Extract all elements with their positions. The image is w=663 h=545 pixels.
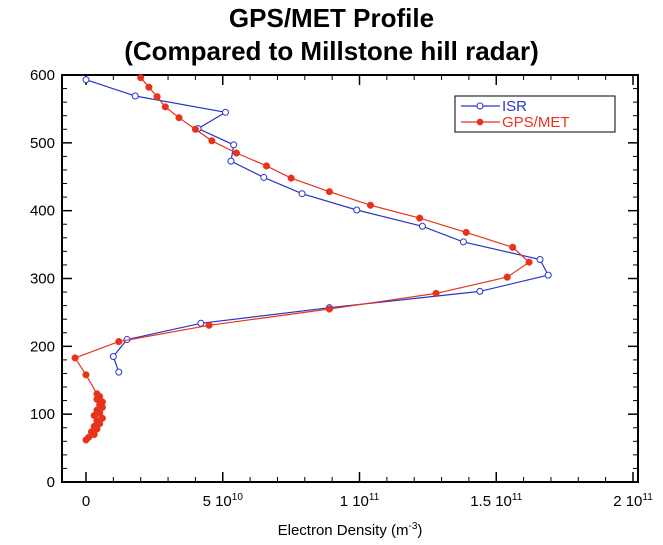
y-tick-label: 600 bbox=[30, 67, 55, 84]
data-point-gps-met bbox=[175, 114, 183, 122]
data-point-gps-met bbox=[262, 162, 271, 170]
data-point-isr bbox=[353, 206, 361, 214]
legend-label-isr: ISR bbox=[502, 98, 527, 115]
data-point-gps-met bbox=[205, 321, 213, 329]
data-point-isr bbox=[221, 108, 229, 116]
data-point-gps-met bbox=[325, 188, 333, 196]
data-point-gps-met bbox=[287, 174, 295, 182]
data-point-isr bbox=[109, 353, 117, 361]
plot-frame bbox=[61, 74, 639, 483]
legend-marker-isr bbox=[476, 102, 484, 110]
data-point-isr bbox=[298, 190, 306, 198]
data-point-gps-met bbox=[153, 93, 161, 101]
data-point-isr bbox=[260, 173, 268, 181]
chart-title: GPS/MET Profile (Compared to Millstone h… bbox=[0, 2, 663, 68]
y-tick-label: 400 bbox=[30, 203, 55, 220]
data-point-isr bbox=[536, 256, 544, 264]
data-point-isr bbox=[131, 92, 139, 100]
data-point-isr bbox=[197, 319, 205, 327]
data-point-gps-met bbox=[432, 289, 440, 297]
data-point-isr bbox=[115, 368, 123, 376]
data-point-gps-met bbox=[93, 390, 101, 398]
x-axis-label: Electron Density (m-3) bbox=[278, 521, 423, 539]
legend-label-gps-met: GPS/MET bbox=[502, 114, 570, 131]
data-point-isr bbox=[227, 157, 235, 165]
data-point-gps-met bbox=[525, 258, 533, 266]
data-point-gps-met bbox=[145, 83, 153, 91]
x-tick-label: 0 bbox=[82, 493, 90, 510]
data-point-isr bbox=[459, 238, 467, 246]
x-tick-label: 2 1011 bbox=[613, 492, 653, 510]
data-point-gps-met bbox=[232, 149, 240, 157]
data-point-gps-met bbox=[503, 273, 511, 281]
data-point-gps-met bbox=[191, 125, 199, 133]
y-tick-label: 100 bbox=[30, 406, 55, 423]
y-tick-label: 300 bbox=[30, 271, 55, 288]
y-tick-label: 200 bbox=[30, 338, 55, 355]
data-point-isr bbox=[230, 141, 238, 149]
x-tick-label: 5 1010 bbox=[203, 492, 244, 510]
data-point-isr bbox=[82, 76, 90, 84]
data-point-gps-met bbox=[71, 354, 79, 362]
data-point-gps-met bbox=[137, 74, 145, 82]
data-point-gps-met bbox=[366, 201, 374, 209]
data-point-isr bbox=[476, 287, 484, 295]
chart-title-line-1: GPS/MET Profile bbox=[228, 3, 435, 33]
x-tick-label: 1 1011 bbox=[340, 492, 380, 510]
data-point-gps-met bbox=[82, 371, 90, 379]
legend-marker-gps-met bbox=[476, 118, 484, 126]
data-point-gps-met bbox=[416, 214, 424, 222]
data-point-gps-met bbox=[509, 243, 517, 251]
data-point-gps-met bbox=[208, 137, 216, 145]
data-point-gps-met bbox=[115, 338, 123, 346]
legend-box bbox=[454, 95, 616, 133]
data-point-isr bbox=[544, 271, 552, 279]
y-tick-label: 500 bbox=[30, 135, 55, 152]
x-tick-label: 1.5 1011 bbox=[470, 492, 523, 510]
data-point-isr bbox=[418, 222, 426, 230]
data-point-gps-met bbox=[325, 305, 333, 313]
y-tick-label: 0 bbox=[47, 474, 55, 491]
data-point-gps-met bbox=[462, 228, 470, 236]
data-point-gps-met bbox=[161, 103, 169, 111]
chart-title-line-2: (Compared to Millstone hill radar) bbox=[124, 36, 539, 66]
